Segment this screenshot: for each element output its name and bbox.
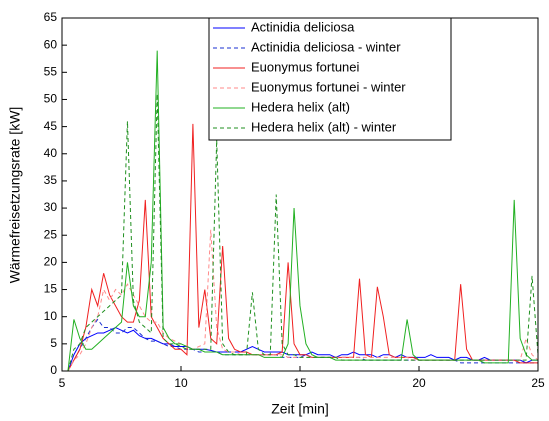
x-axis-label: Zeit [min] bbox=[271, 401, 329, 417]
legend-label: Euonymus fortunei bbox=[251, 59, 360, 74]
y-tick-label: 40 bbox=[44, 146, 58, 160]
y-tick-label: 20 bbox=[44, 255, 58, 269]
y-tick-label: 10 bbox=[44, 309, 58, 323]
legend-label: Actinidia deliciosa - winter bbox=[251, 39, 401, 54]
series-line bbox=[67, 318, 538, 371]
series-line bbox=[67, 229, 538, 371]
legend-box bbox=[208, 17, 452, 141]
legend-label: Hedera helix (alt) bbox=[251, 99, 350, 114]
y-tick-label: 30 bbox=[44, 200, 58, 214]
x-tick-label: 10 bbox=[174, 376, 188, 390]
y-tick-label: 15 bbox=[44, 282, 58, 296]
x-tick-label: 15 bbox=[293, 376, 307, 390]
x-tick-label: 5 bbox=[59, 376, 66, 390]
y-tick-label: 5 bbox=[50, 336, 57, 350]
y-tick-label: 35 bbox=[44, 173, 58, 187]
x-tick-label: 25 bbox=[531, 376, 545, 390]
y-tick-label: 0 bbox=[50, 363, 57, 377]
legend-label: Euonymus fortunei - winter bbox=[251, 79, 406, 94]
y-tick-label: 45 bbox=[44, 119, 58, 133]
x-tick-label: 20 bbox=[412, 376, 426, 390]
series-line bbox=[67, 94, 538, 371]
series-line bbox=[67, 123, 538, 371]
y-tick-label: 65 bbox=[44, 10, 58, 24]
y-tick-label: 50 bbox=[44, 92, 58, 106]
y-axis-label: Wärmefreisetzungsrate [kW] bbox=[7, 107, 23, 284]
y-tick-label: 25 bbox=[44, 227, 58, 241]
series-line bbox=[67, 327, 538, 371]
y-tick-label: 60 bbox=[44, 37, 58, 51]
legend-label: Hedera helix (alt) - winter bbox=[251, 119, 397, 134]
series-line bbox=[67, 50, 538, 371]
y-tick-label: 55 bbox=[44, 64, 58, 78]
legend-label: Actinidia deliciosa bbox=[251, 19, 355, 34]
plot-lines bbox=[67, 50, 538, 371]
